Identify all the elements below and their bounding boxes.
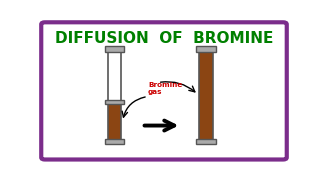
Bar (105, 139, 124, 144)
Bar (108, 49, 121, 102)
Bar (196, 46, 216, 51)
Bar (196, 139, 216, 144)
Text: Bromine
gas: Bromine gas (148, 82, 182, 95)
Bar (199, 49, 213, 141)
Bar (105, 46, 124, 51)
Bar (199, 49, 213, 141)
Bar (105, 100, 124, 104)
Bar (108, 49, 121, 141)
Text: DIFFUSION  OF  BROMINE: DIFFUSION OF BROMINE (55, 31, 273, 46)
Bar (108, 102, 121, 141)
